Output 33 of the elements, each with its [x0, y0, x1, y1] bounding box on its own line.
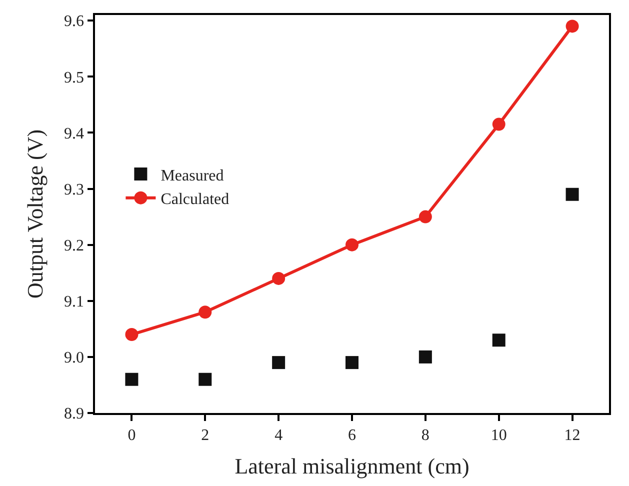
point	[272, 272, 286, 285]
point	[346, 356, 358, 370]
point	[418, 350, 432, 364]
legend-label: Measured	[160, 167, 224, 184]
x-tick-label: 4	[274, 426, 283, 444]
point	[198, 306, 212, 319]
x-axis-title: Lateral misalignment (cm)	[234, 453, 470, 478]
x-tick-label: 6	[348, 426, 356, 444]
y-tick-label: 8.9	[64, 406, 84, 423]
point	[125, 372, 138, 386]
point	[566, 188, 579, 201]
point	[418, 210, 432, 224]
x-tick-label: 8	[421, 426, 430, 444]
point	[272, 356, 286, 370]
point	[346, 238, 358, 252]
point	[198, 372, 212, 386]
point	[492, 118, 506, 131]
x-tick-label: 0	[128, 426, 136, 444]
y-tick-label: 9.4	[64, 125, 84, 142]
x-tick-label: 2	[201, 426, 210, 444]
point	[492, 334, 506, 347]
x-tick-label: 12	[564, 426, 580, 444]
y-tick-label: 9.5	[64, 69, 84, 86]
y-tick-label: 9.2	[64, 237, 84, 254]
point	[566, 20, 579, 33]
point	[125, 328, 138, 342]
y-tick-label: 9.6	[64, 13, 84, 30]
y-axis-title: Output Voltage (V)	[22, 129, 48, 299]
y-tick-label: 9.0	[64, 350, 84, 367]
x-tick-label: 10	[490, 426, 507, 444]
y-tick-label: 9.1	[64, 293, 84, 310]
y-tick-label: 9.3	[64, 181, 84, 198]
legend-label: Calculated	[160, 191, 230, 208]
